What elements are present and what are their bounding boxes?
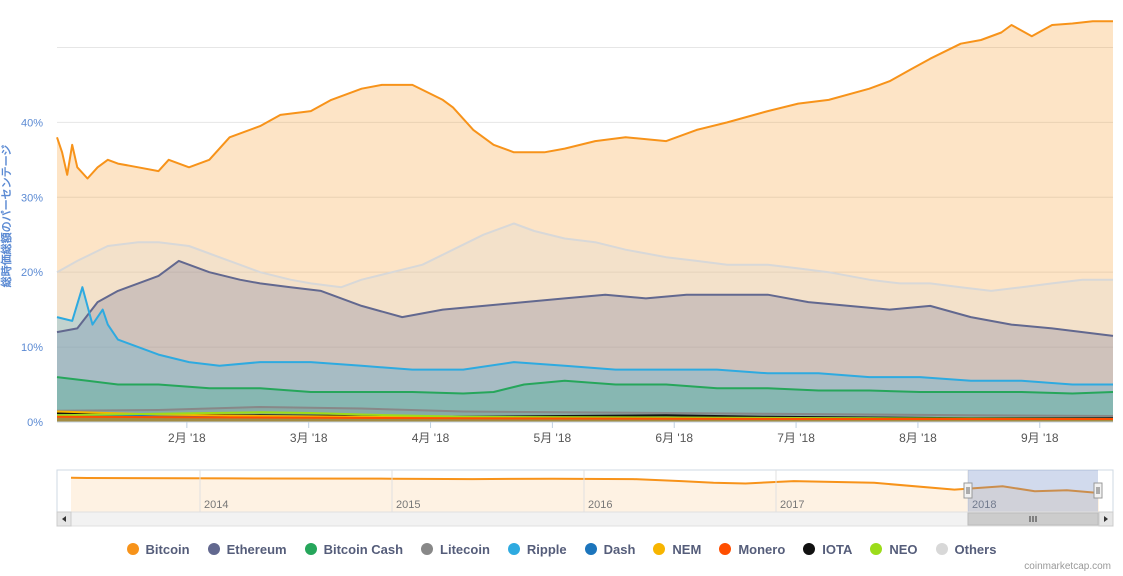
- x-tick-label: 9月 '18: [1021, 431, 1059, 445]
- legend-dot-icon: [870, 543, 883, 555]
- legend-item-nem[interactable]: NEM: [653, 542, 701, 557]
- legend-label: IOTA: [822, 541, 853, 557]
- legend-label: Monero: [738, 541, 786, 557]
- legend-dot-icon: [935, 543, 948, 555]
- series-line-bitcoin: [56, 20, 1113, 180]
- y-axis-label: 総時価総額のパーセンテージ: [0, 145, 13, 288]
- legend-dot-icon: [653, 543, 666, 555]
- legend-dot-icon: [207, 543, 220, 555]
- series-area-bitcoin: [57, 21, 1113, 422]
- navigator-handle-right[interactable]: [1093, 482, 1103, 499]
- navigator-frame: [56, 469, 1114, 513]
- series-line-ripple: [56, 286, 1113, 386]
- x-tick-label: 4月 '18: [412, 431, 450, 445]
- legend-dot-icon: [126, 543, 139, 555]
- scrollbar-track: [56, 511, 1114, 527]
- x-tick-label: 8月 '18: [899, 431, 937, 445]
- series-area-ripple: [57, 287, 1113, 422]
- legend-item-monero[interactable]: Monero: [719, 542, 785, 557]
- legend-item-litecoin[interactable]: Litecoin: [421, 542, 490, 557]
- legend-label: NEM: [672, 541, 702, 557]
- navigator-handle-left[interactable]: [963, 482, 973, 499]
- scroll-left-arrow-icon: [62, 516, 66, 522]
- series-line-bitcoin-cash: [56, 376, 1114, 395]
- legend-item-iota[interactable]: IOTA: [803, 542, 852, 557]
- x-tick-label: 5月 '18: [534, 431, 572, 445]
- legend-dot-icon: [803, 543, 816, 555]
- legend-label: Bitcoin Cash: [323, 541, 404, 557]
- legend-dot-icon: [719, 543, 732, 555]
- series-line-monero: [56, 415, 1113, 420]
- credit-text[interactable]: coinmarketcap.com: [1024, 561, 1111, 572]
- legend: Bitcoin Ethereum Bitcoin Cash Litecoin Rippl…: [0, 537, 1123, 561]
- series-line-ethereum: [56, 259, 1114, 337]
- series-line-litecoin: [56, 406, 1114, 417]
- legend-item-ethereum[interactable]: Ethereum: [207, 541, 287, 557]
- legend-item-bitcoin[interactable]: Bitcoin: [126, 541, 190, 557]
- x-tick-label: 3月 '18: [290, 431, 328, 445]
- legend-item-dash[interactable]: Dash: [584, 541, 636, 557]
- legend-label: Dash: [603, 541, 636, 557]
- navigator-year-label: 2016: [588, 499, 612, 511]
- y-tick-label: 30%: [21, 192, 43, 204]
- x-tick-label: 7月 '18: [777, 431, 815, 445]
- x-tick-label: 6月 '18: [655, 431, 693, 445]
- chart-svg: 0% 10% 20% 30% 40% 総時価総額のパーセンテージ 2月 '18 3月 '18 4…: [0, 20, 1114, 527]
- legend-label: Ripple: [526, 541, 567, 557]
- legend-item-ripple[interactable]: Ripple: [507, 541, 567, 557]
- series-line-others: [56, 222, 1113, 292]
- legend-label: Bitcoin: [145, 541, 190, 557]
- legend-item-bitcoin-cash[interactable]: Bitcoin Cash: [304, 541, 404, 557]
- legend-label: Litecoin: [440, 541, 490, 557]
- navigator-year-label: 2018: [972, 499, 996, 511]
- legend-label: Ethereum: [226, 541, 287, 557]
- navigator-year-label: 2017: [780, 499, 804, 511]
- y-tick-label: 0%: [27, 417, 43, 429]
- navigator-line: [70, 476, 1100, 494]
- legend-item-others[interactable]: Others: [935, 541, 997, 557]
- scroll-right-arrow-icon: [1104, 516, 1108, 522]
- x-tick-label: 2月 '18: [168, 431, 206, 445]
- legend-label: NEO: [889, 541, 918, 557]
- series-area-bitcoin-cash: [57, 377, 1113, 422]
- y-tick-label: 40%: [21, 117, 43, 129]
- y-tick-label: 20%: [21, 267, 43, 279]
- legend-item-neo[interactable]: NEO: [870, 541, 918, 557]
- legend-dot-icon: [584, 543, 597, 555]
- y-tick-label: 10%: [21, 342, 43, 354]
- legend-dot-icon: [507, 543, 520, 555]
- series-area-others: [57, 223, 1113, 422]
- legend-dot-icon: [421, 543, 434, 555]
- legend-label: Others: [954, 541, 997, 557]
- series-area-ethereum: [57, 260, 1113, 422]
- navigator-selection[interactable]: [968, 470, 1098, 512]
- navigator-year-label: 2014: [204, 499, 228, 511]
- navigator-year-label: 2015: [396, 499, 420, 511]
- navigator-area: [71, 477, 1099, 512]
- legend-dot-icon: [304, 543, 317, 555]
